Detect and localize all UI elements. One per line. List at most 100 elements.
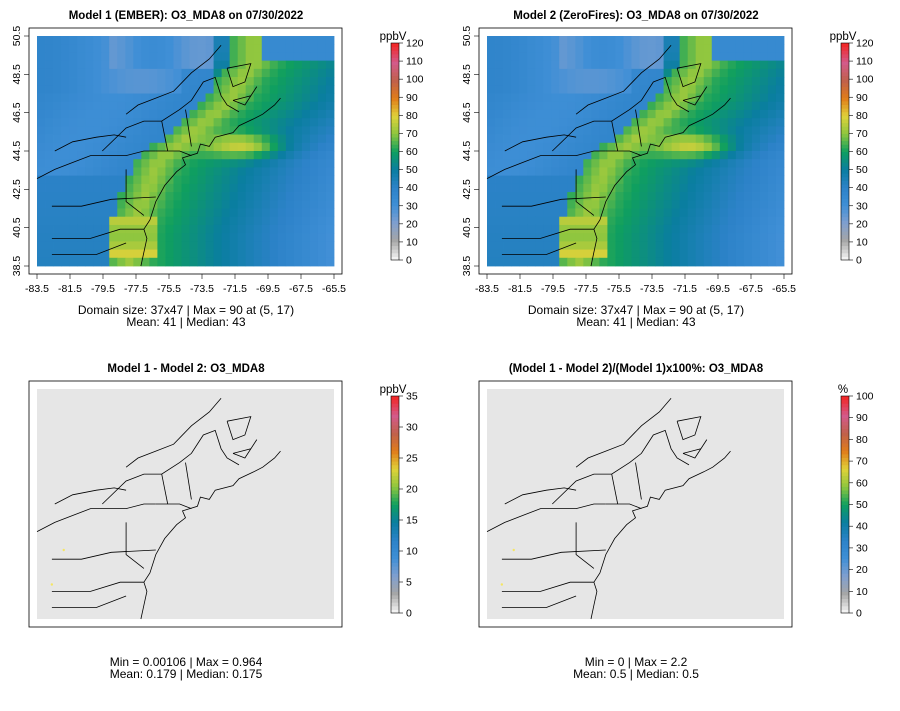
heatmap-cell <box>591 208 600 218</box>
heatmap-cell <box>495 85 504 94</box>
heatmap-cell <box>37 118 46 127</box>
heatmap-cell <box>599 183 608 193</box>
heatmap-cell <box>551 101 560 111</box>
heatmap-cell <box>639 200 648 209</box>
y-tick-label: 40.5 <box>11 217 23 238</box>
heatmap-cell <box>615 101 624 111</box>
heatmap-cell <box>583 208 592 218</box>
heatmap-cell <box>599 233 608 242</box>
heatmap-cell <box>527 257 536 267</box>
heatmap-cell <box>567 167 576 177</box>
heatmap-cell <box>117 257 126 267</box>
heatmap-cell <box>85 142 94 152</box>
heatmap-cell <box>631 60 640 70</box>
heatmap-cell <box>141 208 150 218</box>
colorbar-tick-label: 30 <box>406 422 418 434</box>
heatmap-cell <box>317 216 327 226</box>
heatmap-cell <box>77 52 86 62</box>
colorbar-gradient-segment <box>391 410 399 415</box>
heatmap-cell <box>767 167 777 177</box>
heatmap-cell <box>133 249 142 259</box>
colorbar-gradient-segment <box>841 176 849 181</box>
heatmap-cell <box>157 85 166 94</box>
heatmap-cell <box>615 36 624 45</box>
heatmap-cell <box>591 126 600 135</box>
heatmap-cell <box>293 68 303 78</box>
heatmap-cell <box>527 44 536 53</box>
heatmap-cell <box>495 77 504 86</box>
heatmap-cell <box>285 224 295 234</box>
heatmap-cell <box>535 241 544 250</box>
heatmap-cell <box>535 208 544 218</box>
heatmap-cell <box>77 257 86 267</box>
heatmap-cell <box>213 126 223 135</box>
heatmap-cell <box>671 183 681 193</box>
heatmap-cell <box>599 167 608 177</box>
colorbar-gradient-segment <box>391 162 399 167</box>
colorbar-gradient-segment <box>391 508 399 513</box>
heatmap-cell <box>743 216 753 226</box>
heatmap-cell <box>655 167 664 177</box>
heatmap-cell <box>229 126 239 135</box>
heatmap-cell <box>189 224 198 234</box>
heatmap-cell <box>261 68 271 78</box>
heatmap-cell <box>559 60 568 70</box>
heatmap-cell <box>639 192 648 201</box>
heatmap-cell <box>551 36 560 45</box>
heatmap-cell <box>117 216 126 226</box>
heatmap-cell <box>125 159 134 168</box>
heatmap-cell <box>519 85 528 94</box>
heatmap-cell <box>77 167 86 177</box>
heatmap-cell <box>213 216 223 226</box>
colorbar-gradient-segment <box>841 471 849 477</box>
heatmap-cell <box>173 241 182 250</box>
heatmap-cell <box>551 224 560 234</box>
heatmap-cell <box>141 126 150 135</box>
heatmap-cell <box>301 109 311 119</box>
colorbar-tick-label: 5 <box>406 577 412 589</box>
heatmap-cell <box>325 118 335 127</box>
colorbar-gradient-segment <box>841 414 849 419</box>
heatmap-cell <box>69 167 78 177</box>
colorbar-gradient-segment <box>391 118 399 124</box>
colorbar-gradient-segment <box>841 475 849 480</box>
heatmap-cell <box>221 151 231 160</box>
heatmap-cell <box>527 36 536 45</box>
colorbar-gradient-segment <box>841 529 849 534</box>
colorbar-gradient-segment <box>391 176 399 181</box>
heatmap-cell <box>695 192 705 201</box>
heatmap-cell <box>559 249 568 259</box>
heatmap-cell <box>511 249 520 259</box>
heatmap-cell <box>157 159 166 168</box>
heatmap-cell <box>253 200 263 209</box>
heatmap-cell <box>277 44 287 53</box>
heatmap-cell <box>679 224 689 234</box>
heatmap-cell <box>623 101 632 111</box>
heatmap-cell <box>293 159 303 168</box>
heatmap-cell <box>269 208 279 218</box>
heatmap-cell <box>93 60 102 70</box>
heatmap-cell <box>213 224 223 234</box>
colorbar-gradient-segment <box>841 155 849 160</box>
heatmap-cell <box>237 68 247 78</box>
heatmap-cell <box>309 118 319 127</box>
heatmap-cell <box>149 134 158 144</box>
heatmap-cell <box>229 85 239 94</box>
heatmap-cell <box>189 241 198 250</box>
map-boundary-line <box>575 169 595 216</box>
heatmap-cell <box>245 44 255 53</box>
heatmap-cell <box>535 77 544 86</box>
heatmap-cell <box>511 52 520 62</box>
colorbar-tick-label: 70 <box>406 128 418 140</box>
heatmap-cell <box>253 249 263 259</box>
map-boundary-line <box>605 503 642 509</box>
heatmap-cell <box>591 142 600 152</box>
heatmap-cell <box>495 134 504 144</box>
heatmap-cell <box>615 241 624 250</box>
heatmap-cell <box>615 167 624 177</box>
heatmap-cell <box>623 134 632 144</box>
heatmap-cell <box>173 101 182 111</box>
heatmap-cell <box>245 85 255 94</box>
heatmap-cell <box>535 109 544 119</box>
heatmap-cell <box>325 68 335 78</box>
